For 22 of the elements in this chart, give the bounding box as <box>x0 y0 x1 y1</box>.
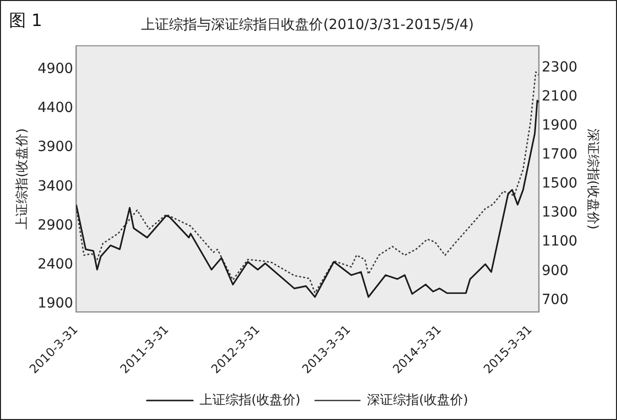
y2-tick-label: 1300 <box>542 204 578 221</box>
y2-axis-title: 深证综指(收盘价) <box>584 128 600 230</box>
y2-tick-label: 1500 <box>542 176 578 192</box>
y-tick-label: 3400 <box>38 178 74 194</box>
y-axis-title: 上证综指(收盘价) <box>15 128 30 230</box>
chart-title: 上证综指与深证综指日收盘价(2010/3/31-2015/5/4) <box>141 17 474 34</box>
y2-tick-label: 1900 <box>542 117 578 134</box>
y-tick-label: 1900 <box>38 296 74 312</box>
y-tick-label: 4900 <box>38 60 74 77</box>
caption: 图 1 <box>9 10 42 32</box>
y2-tick-label: 2100 <box>542 88 578 104</box>
y2-tick-label: 1700 <box>542 146 578 162</box>
legend-label: 深证综指(收盘价) <box>367 392 468 408</box>
y-tick-label: 4400 <box>38 100 74 116</box>
y-tick-label: 2400 <box>38 256 74 273</box>
legend-label: 上证综指(收盘价) <box>199 392 301 408</box>
y2-tick-label: 2300 <box>542 59 578 76</box>
y2-tick-label: 700 <box>542 292 569 308</box>
y2-tick-label: 1100 <box>542 234 578 250</box>
y-tick-label: 2900 <box>38 217 74 234</box>
y2-tick-label: 900 <box>542 262 569 279</box>
y-tick-label: 3900 <box>38 139 74 156</box>
